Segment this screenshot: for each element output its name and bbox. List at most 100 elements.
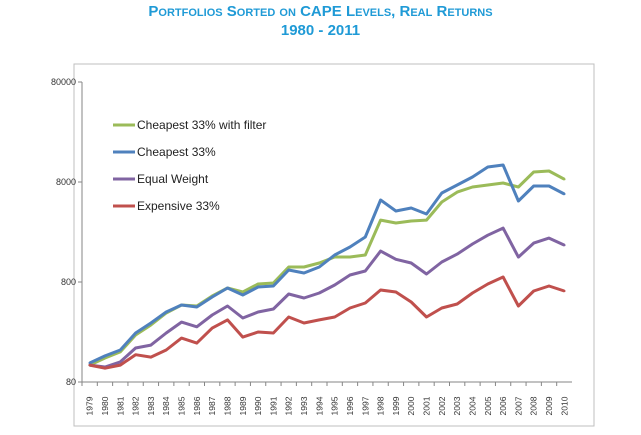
data-point <box>318 318 321 322</box>
data-point <box>318 291 321 295</box>
data-point <box>256 285 260 289</box>
data-point <box>394 209 398 213</box>
data-point <box>563 289 566 293</box>
data-point <box>256 330 260 334</box>
data-point <box>486 234 489 237</box>
data-point <box>517 304 520 308</box>
y-tick-label: 80 <box>66 377 76 387</box>
chart-subtitle: 1980 - 2011 <box>280 22 361 39</box>
data-point <box>364 269 367 273</box>
data-point <box>348 273 352 277</box>
x-tick-label: 1987 <box>207 396 217 415</box>
data-point <box>364 253 367 257</box>
x-tick-label: 1993 <box>299 396 309 415</box>
data-point <box>532 241 535 245</box>
data-point <box>532 184 535 188</box>
data-point <box>471 185 474 189</box>
data-point <box>103 354 107 358</box>
chart-border <box>73 63 595 427</box>
data-point <box>119 360 122 364</box>
data-point <box>501 163 505 167</box>
x-tick-label: 2006 <box>498 396 508 415</box>
data-point <box>501 275 505 279</box>
data-point <box>486 183 489 187</box>
data-point <box>195 325 199 329</box>
data-point <box>256 282 260 286</box>
legend-label: Cheapest 33% with filter <box>137 118 266 132</box>
data-point <box>302 321 306 325</box>
data-point <box>149 355 153 359</box>
data-point <box>410 219 413 223</box>
data-point <box>532 289 535 293</box>
data-point <box>165 310 168 314</box>
data-point <box>256 310 260 314</box>
data-point <box>195 305 199 309</box>
data-point <box>455 252 459 256</box>
data-point <box>272 284 275 288</box>
x-tick-label: 1995 <box>330 396 340 415</box>
data-point <box>333 253 336 257</box>
x-tick-label: 1996 <box>345 396 355 415</box>
x-tick-label: 2010 <box>559 396 569 415</box>
x-tick-label: 1992 <box>284 396 294 415</box>
x-tick-label: 1984 <box>161 396 171 415</box>
data-point <box>547 236 551 240</box>
x-tick-label: 1982 <box>131 396 141 415</box>
data-point <box>440 260 444 264</box>
data-point <box>364 301 367 305</box>
y-tick-label: 80000 <box>51 77 76 87</box>
data-point <box>180 320 183 324</box>
data-point <box>241 335 244 339</box>
data-point <box>471 291 474 295</box>
data-point <box>455 302 459 306</box>
x-tick-label: 1990 <box>253 396 263 415</box>
data-point <box>241 316 244 320</box>
x-tick-label: 2001 <box>422 396 432 415</box>
x-tick-label: 2009 <box>544 396 554 415</box>
x-tick-label: 2003 <box>452 396 462 415</box>
data-point <box>272 307 275 311</box>
x-tick-label: 1981 <box>115 396 125 415</box>
data-point <box>394 258 398 261</box>
data-point <box>180 336 183 340</box>
data-point <box>440 200 444 204</box>
x-tick-label: 1988 <box>222 396 232 415</box>
data-point <box>302 265 306 269</box>
legend-label: Cheapest 33% <box>137 145 216 159</box>
data-point <box>486 282 489 286</box>
data-point <box>180 303 183 307</box>
x-tick-label: 2004 <box>467 396 477 415</box>
data-point <box>302 271 306 275</box>
data-point <box>455 190 459 194</box>
x-tick-label: 2008 <box>529 396 539 415</box>
data-point <box>348 245 352 249</box>
data-point <box>364 235 367 239</box>
x-tick-label: 1979 <box>85 396 95 415</box>
data-point <box>226 318 229 322</box>
data-point <box>134 331 137 335</box>
x-tick-label: 1986 <box>192 396 202 415</box>
data-point <box>410 206 413 210</box>
x-tick-label: 1985 <box>177 396 187 415</box>
data-point <box>563 192 566 196</box>
data-point <box>226 304 229 308</box>
data-point <box>440 306 444 310</box>
data-point <box>241 293 244 297</box>
x-tick-label: 1980 <box>100 396 110 415</box>
data-point <box>425 212 428 216</box>
data-point <box>379 218 382 222</box>
data-point <box>287 268 290 272</box>
data-point <box>210 313 214 317</box>
data-point <box>471 242 474 246</box>
data-point <box>517 185 520 189</box>
data-point <box>302 296 306 300</box>
data-point <box>165 348 168 352</box>
data-point <box>272 331 275 335</box>
data-point <box>471 175 474 179</box>
data-point <box>88 361 91 365</box>
chart-title: Portfolios Sorted on CAPE Levels, Real R… <box>148 3 493 20</box>
data-point <box>287 265 290 269</box>
series-line-1 <box>89 163 565 365</box>
data-point <box>134 346 137 350</box>
x-tick-label: 1994 <box>314 396 324 415</box>
